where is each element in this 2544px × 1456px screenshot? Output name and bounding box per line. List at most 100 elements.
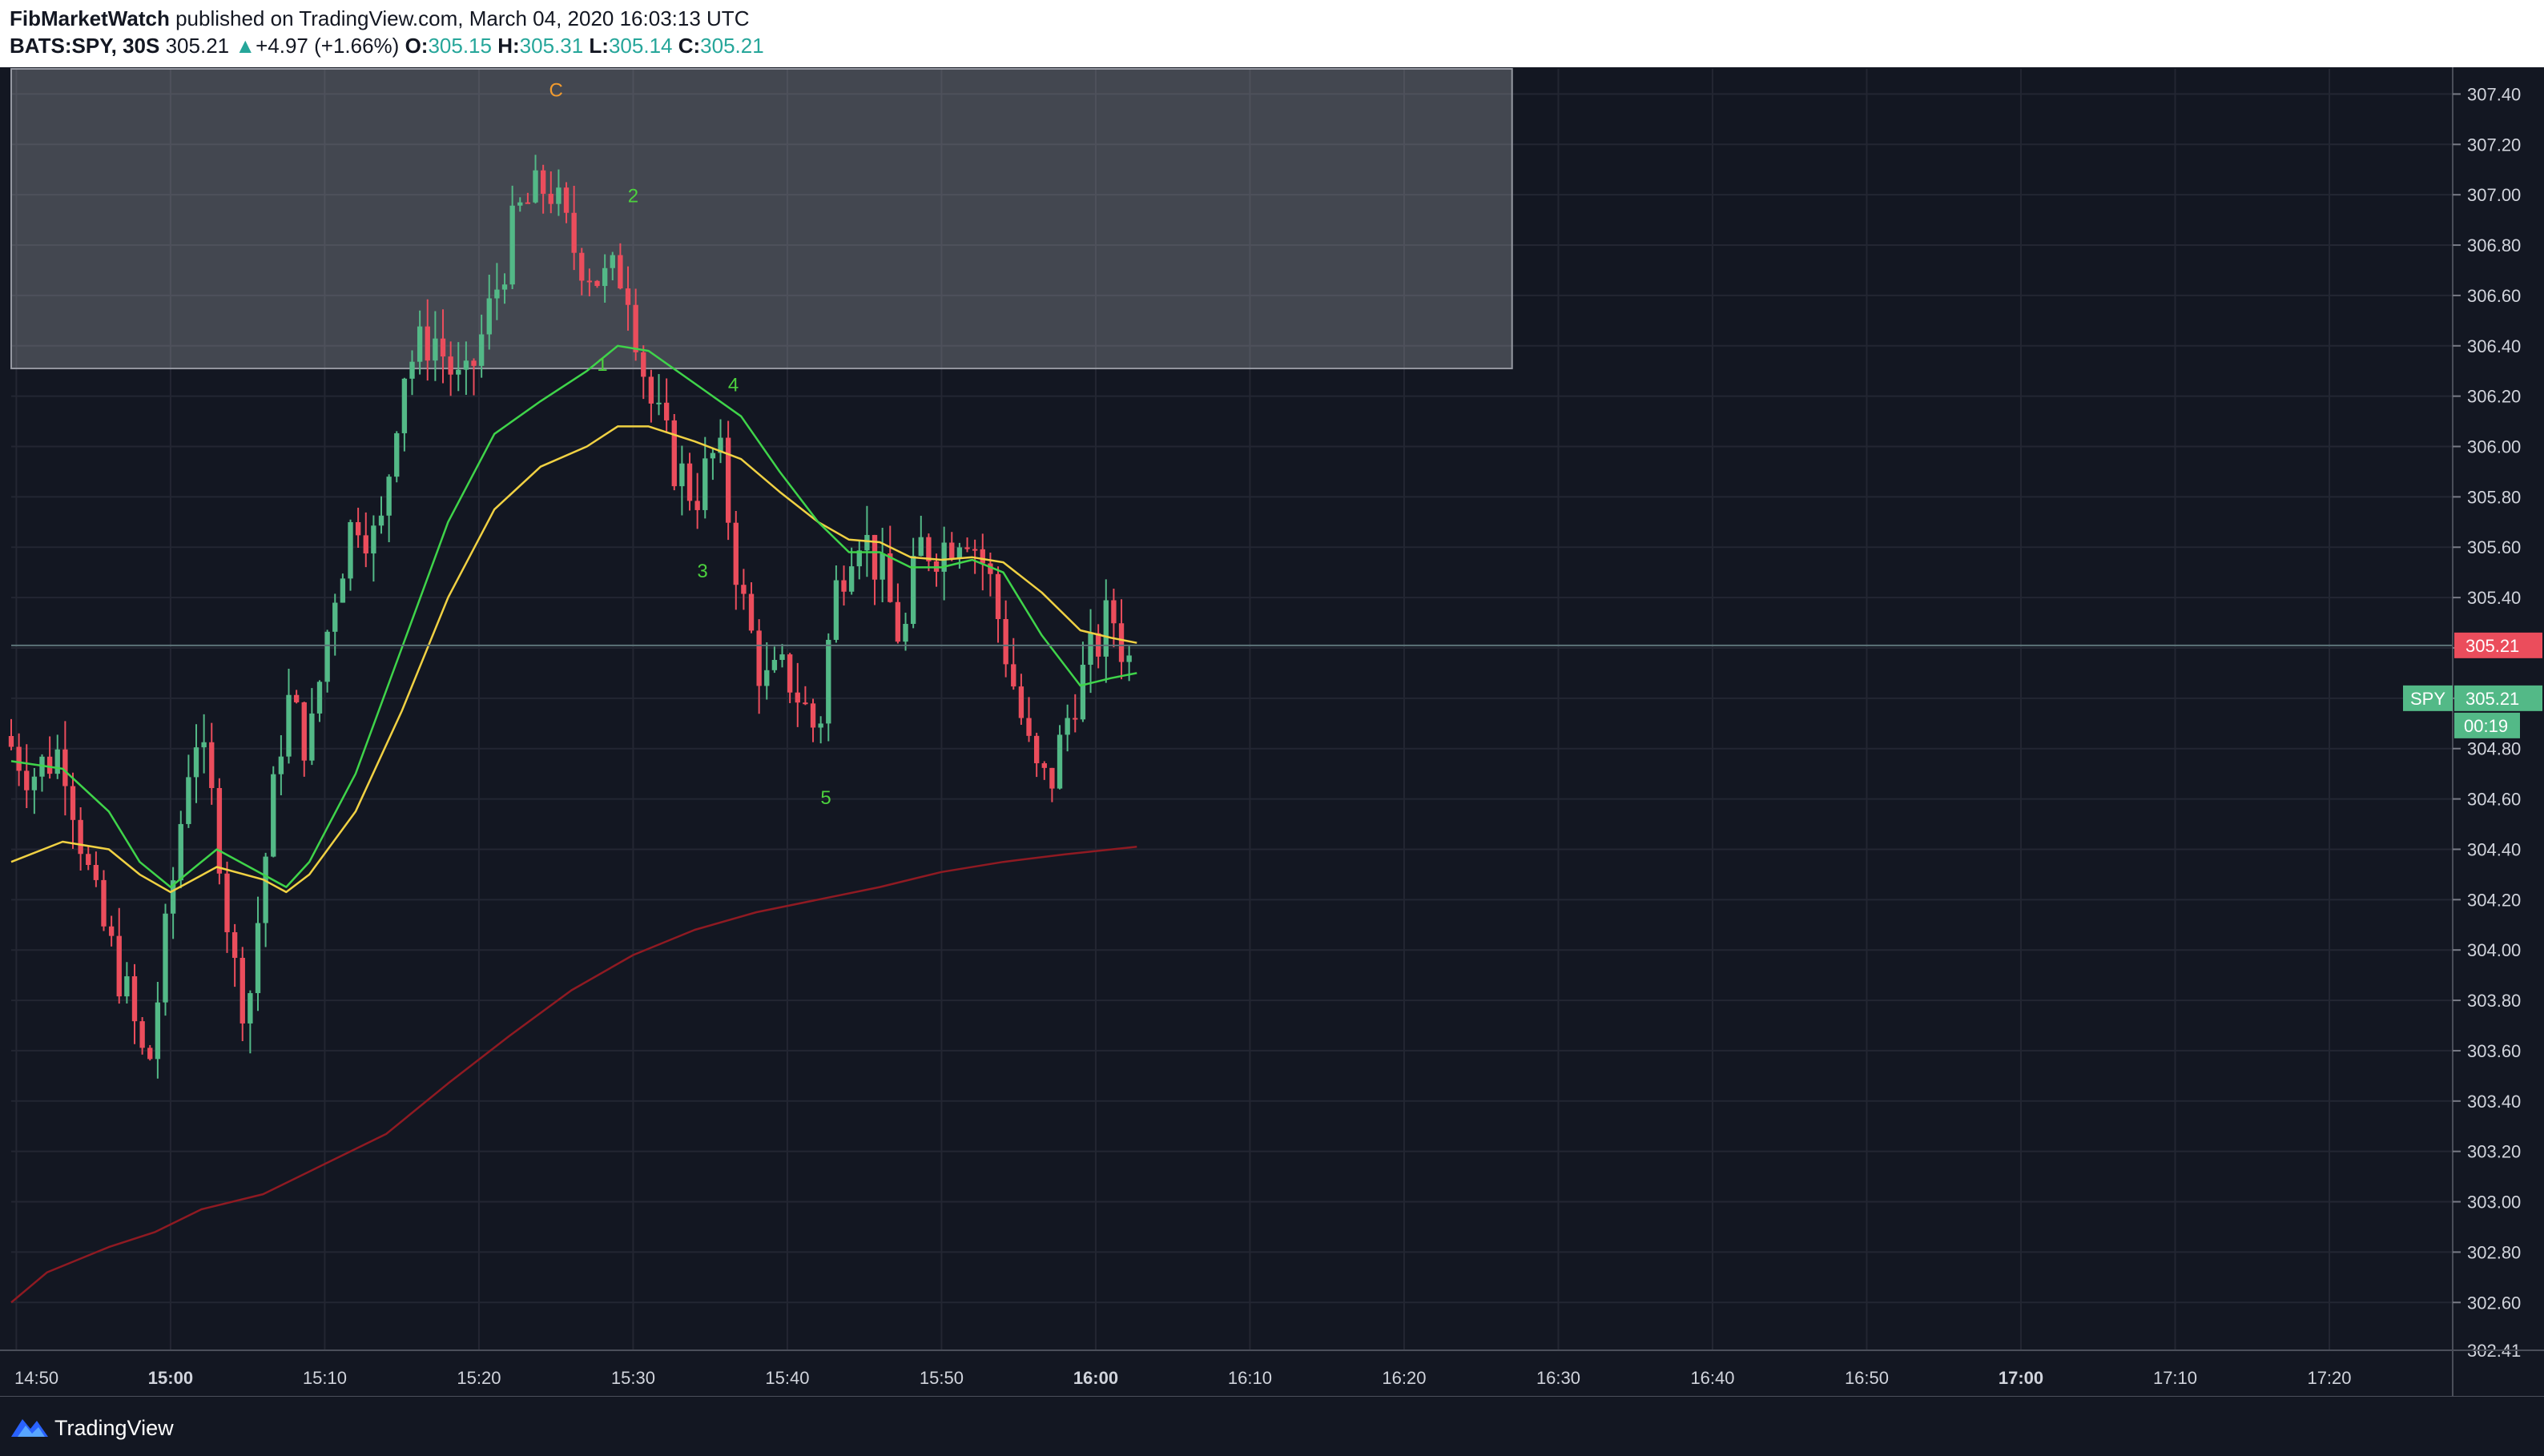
candle-body [764, 670, 770, 686]
candle-body [108, 926, 115, 936]
candle-body [848, 566, 855, 592]
candle-body [178, 823, 183, 881]
candle-body [563, 187, 570, 213]
last-price: 305.21 [165, 34, 230, 58]
candle-body [771, 659, 778, 670]
series-price-tag [2454, 685, 2542, 711]
candle-body [694, 501, 700, 510]
candle-body [371, 525, 376, 554]
series-name-tag [2403, 685, 2453, 711]
price-chart[interactable]: C 2 1 4 3 5 307.40 307.20 307.00 306.80 306.60 306.… [0, 67, 2544, 1397]
candle-body [271, 774, 276, 857]
candle-body [586, 280, 593, 283]
candle-body [918, 537, 924, 557]
candle-body [139, 1021, 145, 1048]
price-axis-ticks: 307.40 307.20 307.00 306.80 306.60 306.40 306.… [2453, 84, 2521, 1361]
publish-info: FibMarketWatch published on TradingView.… [10, 6, 749, 31]
candle-body [93, 865, 99, 880]
candle-body [833, 580, 839, 640]
countdown-tag [2454, 712, 2520, 738]
ema-fast-line [10, 344, 1137, 888]
ema-slow-line [10, 425, 1137, 894]
candle-body [795, 692, 800, 703]
candle-body [101, 879, 107, 927]
time-tick-label: 17:20 [2307, 1368, 2351, 1388]
candle-body [618, 255, 623, 289]
candle-body [124, 976, 130, 997]
tradingview-logo-icon[interactable] [10, 1413, 50, 1440]
candle-body [548, 193, 553, 204]
candle-body [1049, 767, 1055, 789]
wave-label-2: 2 [628, 186, 638, 207]
candle-body [671, 420, 677, 487]
symbol-label[interactable]: BATS:SPY, 30S [10, 34, 160, 58]
open-value: 305.15 [428, 34, 492, 58]
price-tick-label: 305.60 [2467, 537, 2521, 557]
chart-header: FibMarketWatch published on TradingView.… [0, 0, 2544, 67]
candle-body [972, 549, 978, 551]
candle-body [409, 361, 415, 379]
candle-body [155, 1002, 161, 1060]
wave-label-5: 5 [820, 787, 831, 809]
candle-body [463, 360, 469, 370]
candle-body [24, 770, 30, 790]
candle-body [702, 458, 708, 510]
candle-body [348, 521, 353, 579]
price-tick-label: 306.40 [2467, 336, 2521, 356]
high-value: 305.31 [519, 34, 584, 58]
time-tick-label: 15:30 [611, 1368, 655, 1388]
candle-body [324, 631, 330, 682]
candle-body [509, 205, 515, 285]
time-tick-label: 16:50 [1845, 1368, 1889, 1388]
price-tick-label: 305.40 [2467, 588, 2521, 608]
candle-body [1080, 665, 1086, 720]
candle-body [193, 747, 199, 778]
candle-body [594, 280, 600, 287]
series-price-tag-text: 305.21 [2466, 689, 2519, 709]
wave-label-C: C [549, 80, 563, 102]
candle-body [964, 547, 970, 549]
candle-body [864, 534, 870, 551]
change-arrow-icon: ▲ [235, 34, 256, 58]
candle-body [478, 334, 485, 366]
candle-body [579, 252, 585, 281]
candle-body [663, 402, 670, 420]
resistance-zone [10, 68, 1513, 370]
price-tick-label: 303.80 [2467, 991, 2521, 1011]
candle-body [556, 187, 562, 204]
candle-body [856, 550, 862, 567]
candle-body [456, 369, 461, 375]
candle-body [910, 556, 916, 625]
candle-body [1111, 600, 1117, 624]
candle-body [54, 749, 60, 774]
candle-body [170, 880, 176, 914]
time-tick-label: 15:40 [765, 1368, 809, 1388]
candle-body [425, 326, 430, 361]
candle-body [309, 713, 315, 761]
candle-body [871, 534, 878, 580]
candle-body [340, 578, 346, 603]
author-name[interactable]: FibMarketWatch [10, 6, 170, 30]
candle-body [895, 601, 901, 642]
last-price-tag-text: 305.21 [2466, 636, 2519, 656]
last-price-tag [2454, 632, 2542, 658]
candle-body [818, 723, 823, 728]
time-tick-label: 17:10 [2153, 1368, 2197, 1388]
candle-body [1018, 686, 1024, 718]
candle-body [31, 776, 38, 790]
candle-body [633, 304, 638, 352]
candle-body [263, 856, 268, 923]
time-tick-label: 16:20 [1382, 1368, 1426, 1388]
candle-body [255, 923, 261, 994]
series-name-tag-text: SPY [2410, 689, 2445, 709]
price-tick-label: 306.00 [2467, 437, 2521, 457]
candle-body [1103, 600, 1109, 657]
candle-body [163, 913, 168, 1003]
candle-body [988, 563, 993, 574]
candle-body [602, 267, 608, 287]
price-tick-label: 306.20 [2467, 387, 2521, 407]
candle-body [301, 702, 307, 761]
candle-body [741, 585, 747, 594]
price-tick-label: 306.80 [2467, 235, 2521, 255]
tradingview-brand[interactable]: TradingView [54, 1416, 174, 1440]
